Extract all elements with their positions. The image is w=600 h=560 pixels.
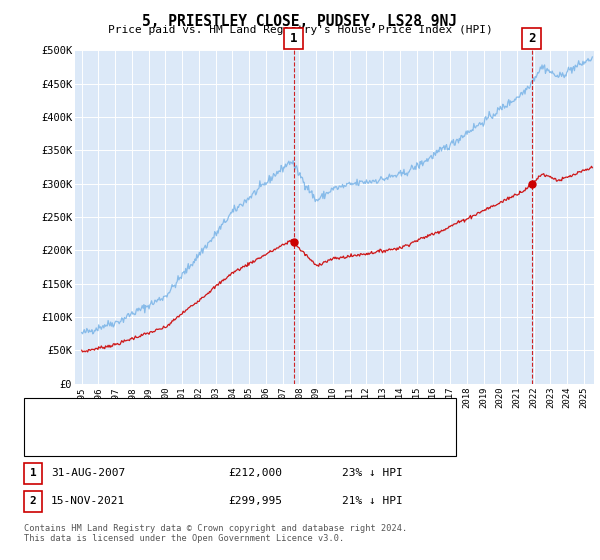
Text: 23% ↓ HPI: 23% ↓ HPI [342,468,403,478]
Text: 2: 2 [528,32,535,45]
Text: 5, PRIESTLEY CLOSE, PUDSEY, LS28 9NJ: 5, PRIESTLEY CLOSE, PUDSEY, LS28 9NJ [143,14,458,29]
Text: Price paid vs. HM Land Registry's House Price Index (HPI): Price paid vs. HM Land Registry's House … [107,25,493,35]
Text: 21% ↓ HPI: 21% ↓ HPI [342,496,403,506]
Text: 1: 1 [29,468,37,478]
Text: 31-AUG-2007: 31-AUG-2007 [51,468,125,478]
Text: Contains HM Land Registry data © Crown copyright and database right 2024.
This d: Contains HM Land Registry data © Crown c… [24,524,407,543]
Text: 15-NOV-2021: 15-NOV-2021 [51,496,125,506]
Text: 5, PRIESTLEY CLOSE, PUDSEY, LS28 9NJ (detached house): 5, PRIESTLEY CLOSE, PUDSEY, LS28 9NJ (de… [69,409,380,419]
Text: HPI: Average price, detached house, Leeds: HPI: Average price, detached house, Leed… [69,435,310,445]
Text: 2: 2 [29,496,37,506]
Text: 1: 1 [290,32,298,45]
Text: £212,000: £212,000 [228,468,282,478]
Text: £299,995: £299,995 [228,496,282,506]
